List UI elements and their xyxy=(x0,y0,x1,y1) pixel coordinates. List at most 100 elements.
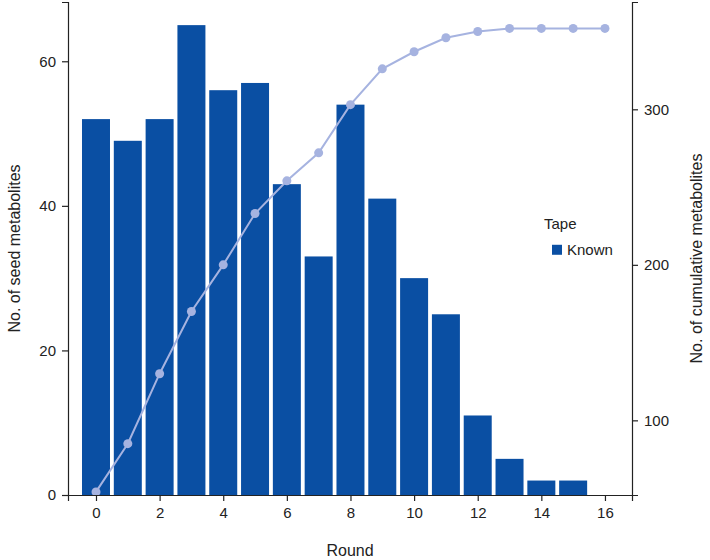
tick-label: 0 xyxy=(48,486,56,503)
marker xyxy=(441,33,450,42)
bar xyxy=(241,83,269,495)
tick: 200 xyxy=(632,256,669,273)
bar xyxy=(336,105,364,495)
x-axis-title: Round xyxy=(326,542,373,559)
legend-item: Known xyxy=(552,241,613,258)
x-axis: 0 2 4 6 8 10 12 14 16 xyxy=(69,495,633,521)
tick-mark xyxy=(541,495,542,501)
marker xyxy=(410,47,419,56)
tick-label: 8 xyxy=(347,504,355,521)
tick: 300 xyxy=(632,101,669,118)
tick-label: 16 xyxy=(597,504,614,521)
bar xyxy=(146,119,174,495)
bar xyxy=(432,314,460,495)
tick-mark xyxy=(160,495,161,501)
marker xyxy=(537,24,546,33)
y2-axis-title: No. of cumulative metabolites xyxy=(688,154,705,364)
tick: 0 xyxy=(92,495,100,521)
tick-label: 12 xyxy=(470,504,487,521)
bar xyxy=(496,459,524,495)
tick-mark xyxy=(62,206,68,207)
tick: 12 xyxy=(470,495,487,521)
tick-label: 200 xyxy=(644,256,669,273)
tick: 14 xyxy=(533,495,550,521)
marker xyxy=(569,24,578,33)
y-axis-title: No. of seed metabolites xyxy=(6,164,23,332)
tick-mark xyxy=(62,350,68,351)
tick-mark xyxy=(223,495,224,501)
legend-title: Tape xyxy=(544,215,577,232)
tick-mark xyxy=(96,495,97,501)
marker xyxy=(473,27,482,36)
bar xyxy=(368,199,396,495)
tick-mark xyxy=(632,420,638,421)
tick: 16 xyxy=(597,495,614,521)
tick-mark xyxy=(632,109,638,110)
bar xyxy=(82,119,110,495)
marker xyxy=(251,209,260,218)
bar xyxy=(464,415,492,495)
y-axis: 0 20 40 60 xyxy=(39,3,68,504)
tick-label: 100 xyxy=(644,412,669,429)
tick-mark xyxy=(478,495,479,501)
legend-label: Known xyxy=(567,241,613,258)
marker xyxy=(123,439,132,448)
tick-label: 10 xyxy=(406,504,423,521)
marker xyxy=(187,307,196,316)
tick-label: 2 xyxy=(156,504,164,521)
marker xyxy=(346,100,355,109)
bar-series xyxy=(82,25,587,495)
tick-label: 20 xyxy=(39,342,56,359)
bar xyxy=(559,481,587,495)
bar xyxy=(177,25,205,495)
tick-mark xyxy=(287,495,288,501)
tick: 6 xyxy=(283,495,291,521)
tick: 0 xyxy=(48,486,68,503)
marker xyxy=(91,487,100,495)
bar xyxy=(209,90,237,495)
legend: Tape Known xyxy=(544,215,613,258)
bar xyxy=(400,278,428,495)
marker xyxy=(219,260,228,269)
tick-label: 60 xyxy=(39,53,56,70)
line-series xyxy=(91,24,609,495)
marker xyxy=(314,148,323,157)
tick: 8 xyxy=(347,495,355,521)
marker xyxy=(155,369,164,378)
marker xyxy=(600,24,609,33)
tick: 100 xyxy=(632,412,669,429)
marks xyxy=(82,24,609,495)
tick-mark xyxy=(62,61,68,62)
tick: 2 xyxy=(156,495,164,521)
tick: 60 xyxy=(39,53,68,70)
tick-mark xyxy=(632,265,638,266)
tick-mark xyxy=(605,495,606,501)
tick-mark xyxy=(414,495,415,501)
tick-label: 300 xyxy=(644,101,669,118)
plot: 0 2 4 6 8 10 12 14 16 0 20 40 60 100 200 300 xyxy=(39,3,669,521)
tick: 20 xyxy=(39,342,68,359)
tick-mark xyxy=(62,495,68,496)
tick-label: 6 xyxy=(283,504,291,521)
legend-swatch xyxy=(552,245,562,255)
marker xyxy=(505,24,514,33)
bar xyxy=(114,141,142,495)
bar xyxy=(305,256,333,495)
axis-line xyxy=(62,3,69,496)
axis-line xyxy=(633,3,639,496)
chart: 0 2 4 6 8 10 12 14 16 0 20 40 60 100 200 300 Round No. of… xyxy=(0,0,710,560)
tick-label: 14 xyxy=(533,504,550,521)
bar xyxy=(527,481,555,495)
marker xyxy=(378,64,387,73)
tick-label: 40 xyxy=(39,197,56,214)
line xyxy=(96,28,605,491)
axis-line xyxy=(69,496,633,502)
tick-mark xyxy=(350,495,351,501)
tick: 4 xyxy=(220,495,228,521)
tick: 40 xyxy=(39,197,68,214)
tick-label: 4 xyxy=(220,504,228,521)
tick: 10 xyxy=(406,495,423,521)
tick-label: 0 xyxy=(92,504,100,521)
marker xyxy=(282,176,291,185)
y2-axis: 100 200 300 xyxy=(632,3,669,496)
